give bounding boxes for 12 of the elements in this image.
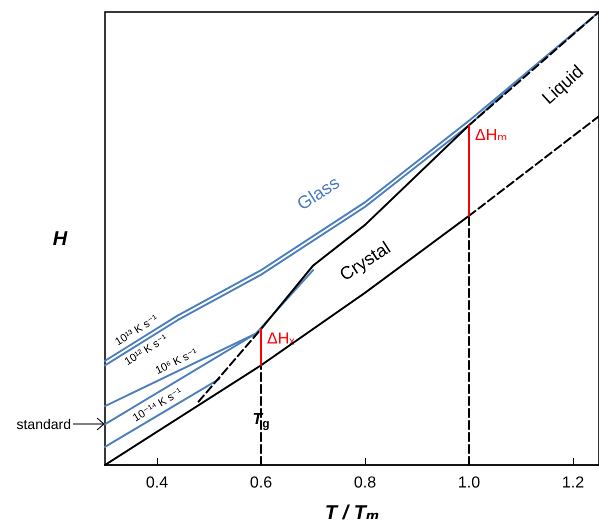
series-label: ΔHₘ (475, 126, 508, 144)
text: 10⁶ K s⁻¹ (154, 346, 200, 377)
x-tick-label: 1.2 (562, 474, 584, 492)
x-tick-label: 0.8 (354, 474, 376, 492)
x-tick-label: 0.6 (250, 474, 272, 492)
annotation: Glass (293, 172, 343, 214)
x-tick-label: 0.4 (146, 474, 168, 492)
x-axis-title: T / Tₘ (324, 502, 380, 524)
x-tick-label: 1.0 (458, 474, 480, 492)
y-axis-title: H (52, 228, 68, 250)
series-label: ΔHₓ (267, 330, 296, 348)
annotation: standard (16, 416, 71, 432)
